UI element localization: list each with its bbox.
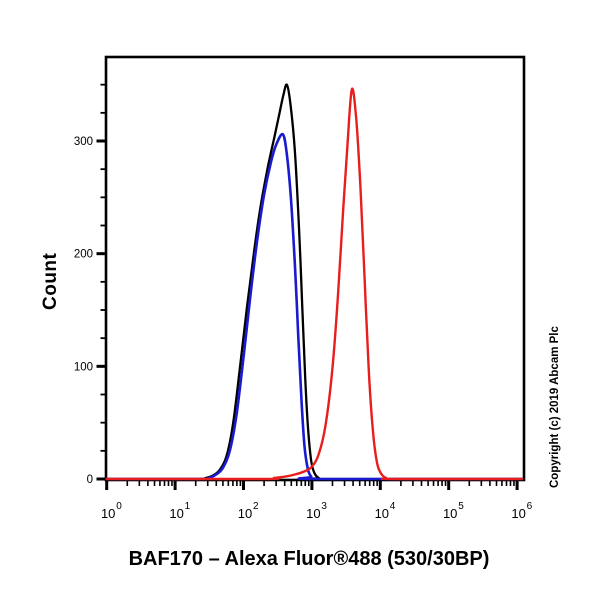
x-tick-label-base: 10	[306, 506, 320, 521]
x-tick-label-exponent: 5	[458, 501, 464, 512]
chart-title: BAF170 – Alexa Fluor®488 (530/30BP)	[128, 548, 490, 570]
y-tick-label: 300	[74, 136, 93, 148]
y-tick-label: 200	[74, 249, 93, 261]
copyright-text: Copyright (c) 2019 Abcam Plc	[549, 326, 561, 488]
x-tick-label-exponent: 0	[116, 501, 122, 512]
y-axis-label: Count	[40, 252, 61, 310]
x-tick-label-base: 10	[101, 506, 115, 521]
plot-frame	[104, 55, 526, 482]
curve-black	[105, 83, 524, 481]
x-tick-label-exponent: 4	[390, 501, 396, 512]
x-tick-label-base: 10	[443, 506, 457, 521]
x-tick-label-base: 10	[238, 506, 252, 521]
x-tick-label-base: 10	[375, 506, 389, 521]
x-tick-label-exponent: 3	[321, 501, 327, 512]
y-tick-label: 0	[87, 474, 93, 486]
curve-red	[105, 87, 524, 481]
curve-blue	[105, 132, 524, 481]
x-tick-label-exponent: 6	[527, 501, 533, 512]
x-tick-label-exponent: 1	[185, 501, 191, 512]
y-tick-label: 100	[74, 361, 93, 373]
x-tick-label-exponent: 2	[253, 501, 259, 512]
x-tick-label-base: 10	[169, 506, 183, 521]
x-tick-label-base: 10	[511, 506, 525, 521]
